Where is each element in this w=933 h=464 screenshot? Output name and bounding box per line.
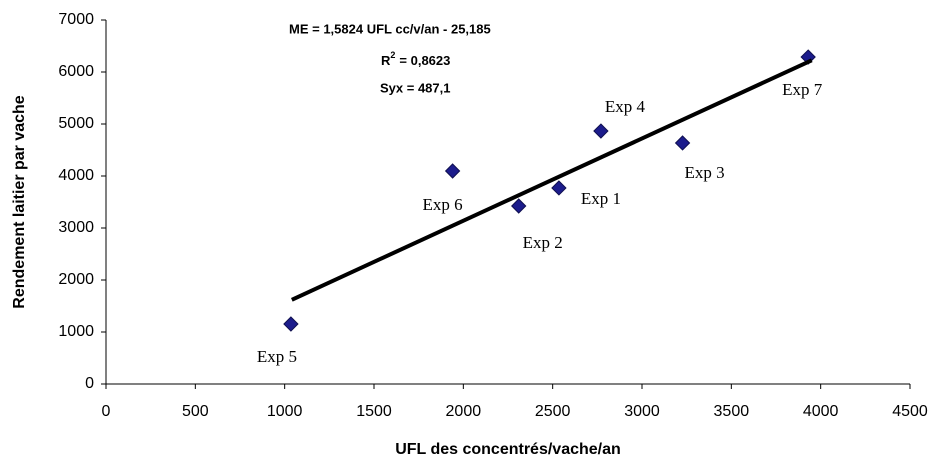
x-tick-label: 3500 [714,403,750,420]
point [593,123,609,139]
y-tick-label: 1000 [58,323,94,340]
y-axis-title: Rendement laitier par vache [11,95,28,309]
r-squared: R2 = 0,8623 [381,50,450,68]
x-tick-label: 2000 [446,403,482,420]
point-label: Exp 1 [581,189,621,208]
r-squared-sup: 2 [390,50,395,60]
point [444,163,461,179]
y-tick-label: 7000 [58,11,94,28]
r-squared-rest: = 0,8623 [399,53,450,68]
point [551,180,567,196]
point-label: Exp 6 [423,195,463,214]
point-label: Exp 2 [523,233,563,252]
r-squared-base: R [381,53,391,68]
y-tick-label: 0 [85,375,94,392]
point-label: Exp 3 [684,163,724,182]
x-axis-title: UFL des concentrés/vache/an [395,441,621,458]
x-tick-label: 1500 [356,403,392,420]
point-label: Exp 7 [782,80,823,99]
point [674,135,691,151]
y-tick-label: 6000 [58,63,94,80]
y-tick-label: 5000 [58,115,94,132]
y-tick-label: 2000 [58,271,94,288]
x-tick-label: 1000 [267,403,303,420]
point [283,316,299,332]
equation: ME = 1,5824 UFL cc/v/an - 25,185 [289,21,491,36]
point-label: Exp 5 [257,347,297,366]
point-label: Exp 4 [605,97,646,116]
syx: Syx = 487,1 [380,80,450,95]
y-tick-label: 3000 [58,219,94,236]
x-tick-label: 3000 [624,403,660,420]
point [511,198,527,214]
x-tick-label: 0 [102,403,111,420]
x-tick-label: 2500 [535,403,571,420]
x-tick-label: 4000 [803,403,839,420]
y-tick-label: 4000 [58,167,94,184]
x-tick-label: 4500 [892,403,928,420]
regression-line [290,58,813,302]
x-tick-label: 500 [182,403,209,420]
